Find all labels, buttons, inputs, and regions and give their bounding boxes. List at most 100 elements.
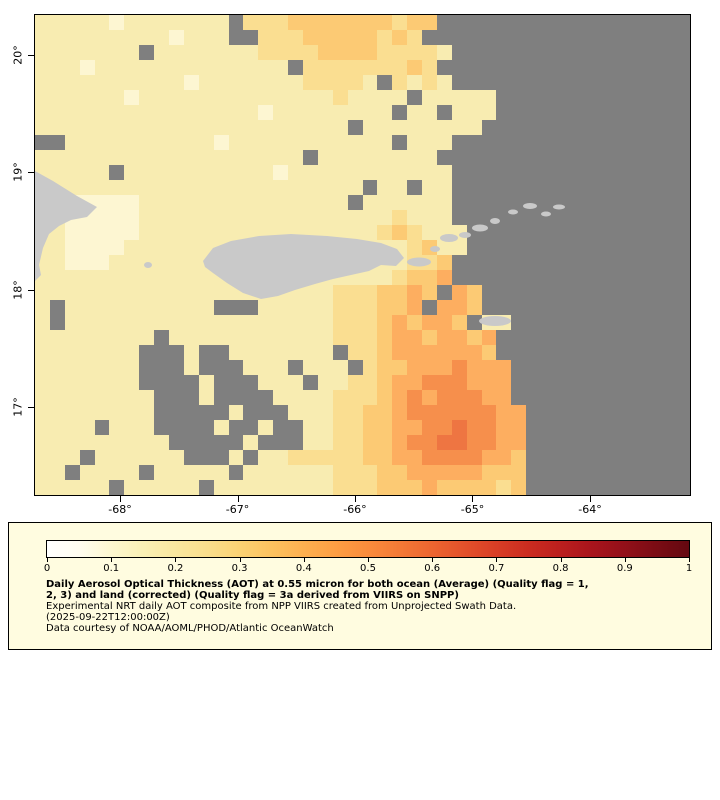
- aot-cell: [35, 150, 50, 165]
- aot-cell: [332, 300, 348, 315]
- aot-cell: [332, 30, 348, 45]
- aot-cell: [213, 435, 229, 450]
- aot-cell: [362, 45, 378, 60]
- aot-cell: [124, 90, 140, 105]
- aot-cell: [436, 255, 452, 270]
- aot-cell: [94, 465, 110, 480]
- aot-cell: [481, 180, 497, 195]
- legend-info-line: (2025-09-22T12:00:00Z): [46, 612, 170, 623]
- aot-cell: [183, 285, 199, 300]
- aot-cell: [139, 450, 155, 465]
- aot-cell: [347, 210, 363, 225]
- aot-cell: [183, 450, 199, 465]
- aot-cell: [228, 105, 244, 120]
- aot-cell: [317, 420, 333, 435]
- aot-cell: [660, 405, 676, 420]
- aot-cell: [466, 375, 482, 390]
- aot-cell: [332, 60, 348, 75]
- aot-cell: [317, 150, 333, 165]
- aot-cell: [288, 195, 303, 210]
- aot-cell: [451, 390, 467, 405]
- aot-cell: [109, 255, 125, 270]
- legend-title-line: 2, 3) and land (corrected) (Quality flag…: [46, 590, 459, 601]
- aot-cell: [49, 165, 65, 180]
- aot-cell: [273, 210, 289, 225]
- aot-cell: [198, 345, 214, 360]
- aot-cell: [124, 180, 140, 195]
- aot-cell: [675, 90, 690, 105]
- aot-cell: [154, 285, 169, 300]
- aot-cell: [49, 135, 65, 150]
- aot-cell: [109, 330, 125, 345]
- aot-cell: [258, 150, 274, 165]
- aot-cell: [183, 240, 199, 255]
- aot-cell: [168, 60, 184, 75]
- aot-cell: [541, 405, 557, 420]
- aot-cell: [109, 165, 125, 180]
- aot-cell: [258, 165, 274, 180]
- aot-cell: [511, 360, 527, 375]
- colorbar-tick-mark: [47, 558, 48, 562]
- aot-cell: [168, 75, 184, 90]
- aot-cell: [64, 375, 80, 390]
- aot-cell: [570, 405, 586, 420]
- aot-cell: [213, 345, 229, 360]
- aot-cell: [585, 150, 601, 165]
- aot-cell: [675, 240, 690, 255]
- aot-cell: [526, 150, 542, 165]
- aot-cell: [124, 465, 140, 480]
- aot-cell: [94, 345, 110, 360]
- aot-cell: [526, 225, 542, 240]
- aot-cell: [124, 285, 140, 300]
- aot-cell: [600, 450, 616, 465]
- aot-cell: [526, 390, 542, 405]
- aot-cell: [64, 450, 80, 465]
- aot-cell: [183, 180, 199, 195]
- aot-cell: [436, 465, 452, 480]
- aot-cell: [94, 270, 110, 285]
- aot-cell: [49, 390, 65, 405]
- aot-cell: [645, 450, 661, 465]
- aot-cell: [94, 480, 110, 495]
- aot-cell: [258, 360, 274, 375]
- aot-cell: [332, 195, 348, 210]
- aot-cell: [511, 330, 527, 345]
- aot-cell: [377, 420, 393, 435]
- aot-cell: [570, 135, 586, 150]
- aot-cell: [451, 240, 467, 255]
- aot-cell: [496, 225, 512, 240]
- aot-cell: [585, 480, 601, 495]
- lat-tick-label: 20°: [11, 45, 25, 65]
- aot-cell: [422, 420, 437, 435]
- aot-cell: [556, 390, 571, 405]
- aot-cell: [154, 210, 169, 225]
- aot-cell: [496, 360, 512, 375]
- aot-cell: [645, 180, 661, 195]
- aot-cell: [511, 135, 527, 150]
- aot-cell: [258, 300, 274, 315]
- aot-cell: [139, 195, 155, 210]
- aot-cell: [228, 225, 244, 240]
- aot-cell: [213, 195, 229, 210]
- aot-cell: [392, 15, 408, 30]
- aot-cell: [630, 165, 646, 180]
- aot-cell: [570, 300, 586, 315]
- aot-cell: [570, 345, 586, 360]
- lat-tick-mark: [28, 407, 34, 409]
- aot-cell: [362, 30, 378, 45]
- aot-cell: [124, 165, 140, 180]
- aot-cell: [124, 75, 140, 90]
- aot-cell: [407, 240, 423, 255]
- aot-cell: [64, 345, 80, 360]
- aot-cell: [288, 15, 303, 30]
- lon-tick-mark: [354, 496, 356, 502]
- aot-cell: [332, 480, 348, 495]
- colorbar-tick-label: 0.8: [552, 563, 569, 574]
- aot-cell: [615, 465, 631, 480]
- aot-cell: [347, 105, 363, 120]
- aot-cell: [556, 360, 571, 375]
- aot-cell: [407, 360, 423, 375]
- aot-cell: [570, 450, 586, 465]
- aot-cell: [466, 390, 482, 405]
- aot-cell: [183, 465, 199, 480]
